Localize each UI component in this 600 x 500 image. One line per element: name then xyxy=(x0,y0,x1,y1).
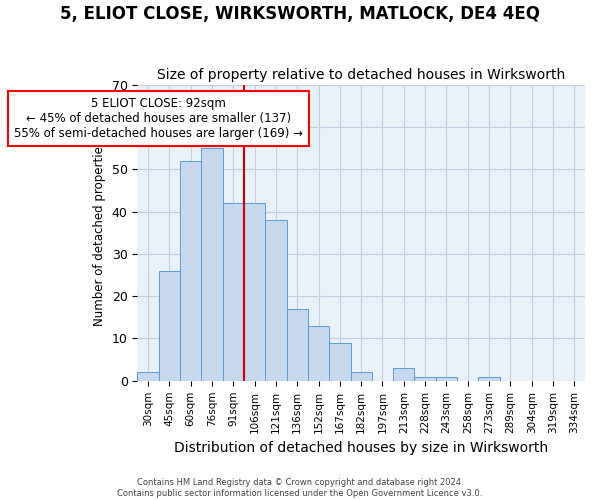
Bar xyxy=(478,376,500,381)
Bar xyxy=(393,368,415,381)
Bar xyxy=(223,203,244,381)
Bar xyxy=(265,220,287,381)
Bar xyxy=(180,160,202,381)
Bar xyxy=(287,309,308,381)
Bar xyxy=(244,203,265,381)
Bar xyxy=(137,372,158,381)
Bar xyxy=(415,376,436,381)
Text: 5 ELIOT CLOSE: 92sqm
← 45% of detached houses are smaller (137)
55% of semi-deta: 5 ELIOT CLOSE: 92sqm ← 45% of detached h… xyxy=(14,98,303,140)
Bar xyxy=(350,372,372,381)
Bar xyxy=(158,271,180,381)
Text: 5, ELIOT CLOSE, WIRKSWORTH, MATLOCK, DE4 4EQ: 5, ELIOT CLOSE, WIRKSWORTH, MATLOCK, DE4… xyxy=(60,5,540,23)
Bar xyxy=(329,342,350,381)
Bar xyxy=(202,148,223,381)
Y-axis label: Number of detached properties: Number of detached properties xyxy=(93,140,106,326)
Bar xyxy=(308,326,329,381)
Title: Size of property relative to detached houses in Wirksworth: Size of property relative to detached ho… xyxy=(157,68,565,82)
Text: Contains HM Land Registry data © Crown copyright and database right 2024.
Contai: Contains HM Land Registry data © Crown c… xyxy=(118,478,482,498)
Bar xyxy=(436,376,457,381)
X-axis label: Distribution of detached houses by size in Wirksworth: Distribution of detached houses by size … xyxy=(174,441,548,455)
